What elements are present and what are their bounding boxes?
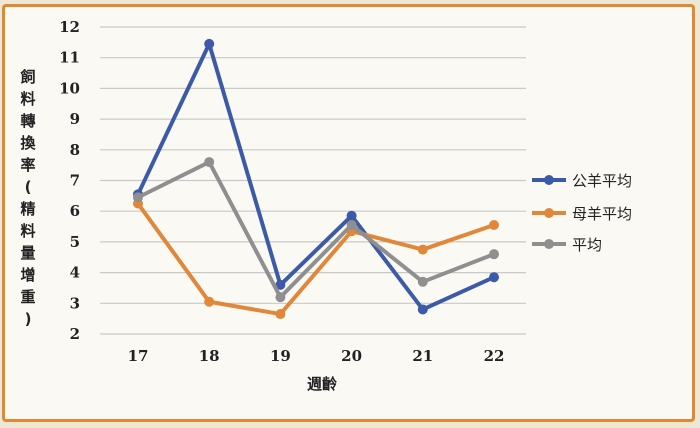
x-tick-label: 19 xyxy=(270,347,291,365)
series-lines xyxy=(133,38,499,320)
data-point xyxy=(489,272,499,283)
data-point xyxy=(204,296,215,307)
x-axis-label: 週齡 xyxy=(307,375,337,393)
data-point xyxy=(489,220,499,231)
y-tick-label: 8 xyxy=(70,141,80,159)
x-tick-label: 18 xyxy=(199,347,220,365)
data-point xyxy=(204,157,215,168)
x-tick-label: 21 xyxy=(412,347,433,365)
series-line xyxy=(136,160,496,300)
legend-swatch-marker xyxy=(544,175,554,185)
series-line xyxy=(136,41,496,312)
series-2 xyxy=(133,157,499,303)
y-tick-label: 2 xyxy=(70,325,80,343)
data-point xyxy=(204,38,215,49)
legend-swatch-marker xyxy=(544,239,554,249)
y-tick-label: 10 xyxy=(59,79,80,97)
gridlines xyxy=(100,26,526,335)
legend-swatch-marker xyxy=(544,208,554,218)
data-point xyxy=(346,210,357,221)
legend-item: 公羊平均 xyxy=(532,172,632,190)
data-point xyxy=(133,192,143,203)
x-tick-label: 22 xyxy=(484,347,505,365)
x-axis-ticks: 17 18 19 20 21 22 xyxy=(128,347,505,365)
y-axis-ticks: 2 3 4 5 6 7 8 9 10 11 12 xyxy=(59,18,80,343)
data-point xyxy=(275,279,286,290)
y-tick-label: 6 xyxy=(70,202,80,220)
data-point xyxy=(346,220,357,231)
y-axis-label-text: 飼料轉換率(精料量增重) xyxy=(19,68,36,328)
data-point xyxy=(275,309,286,320)
y-tick-label: 7 xyxy=(70,172,80,190)
data-point xyxy=(275,292,286,303)
data-point xyxy=(417,304,428,315)
y-tick-label: 11 xyxy=(59,49,80,67)
y-axis-label: 飼料轉換率(精料量增重) xyxy=(19,68,36,328)
data-point xyxy=(417,244,428,255)
legend-label: 母羊平均 xyxy=(572,205,632,223)
legend-item: 母羊平均 xyxy=(532,205,632,223)
y-tick-label: 5 xyxy=(70,233,80,251)
y-tick-label: 4 xyxy=(70,264,80,282)
y-tick-label: 3 xyxy=(70,294,80,312)
data-point xyxy=(417,276,428,287)
legend-label: 公羊平均 xyxy=(572,172,632,190)
x-tick-label: 17 xyxy=(128,347,149,365)
legend-label: 平均 xyxy=(572,236,602,254)
data-point xyxy=(489,249,499,260)
legend-item: 平均 xyxy=(532,236,602,254)
series-1 xyxy=(133,198,499,320)
x-tick-label: 20 xyxy=(341,347,362,365)
y-tick-label: 9 xyxy=(70,110,80,128)
y-tick-label: 12 xyxy=(59,18,80,36)
series-line xyxy=(136,201,496,317)
